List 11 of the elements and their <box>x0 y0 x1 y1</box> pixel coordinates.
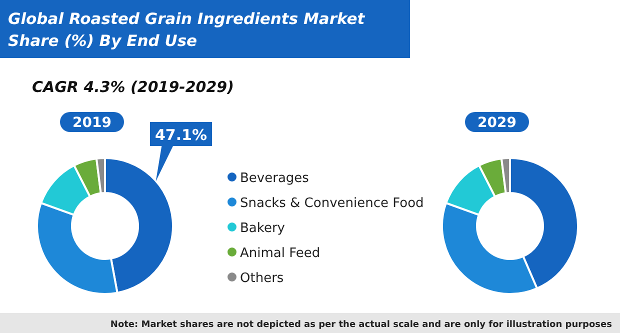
data-label: 47.1% <box>154 126 208 144</box>
legend-label: Snacks & Convenience Food <box>240 196 424 211</box>
text: Note: Market shares are not depicted as per the actual scale and are only for illustration purposes <box>110 320 612 330</box>
chart-title: 2029 <box>478 115 516 131</box>
legend-label: Animal Feed <box>240 246 320 261</box>
text: CAGR 4.3% (2019-2029) <box>32 78 234 96</box>
legend-label: Others <box>240 271 284 286</box>
legend-label: Bakery <box>240 221 286 236</box>
chart-title: 2019 <box>72 115 112 131</box>
legend-label: Beverages <box>240 171 310 186</box>
text: Global Roasted Grain Ingredients Market Share (%) By End Use <box>8 10 366 50</box>
